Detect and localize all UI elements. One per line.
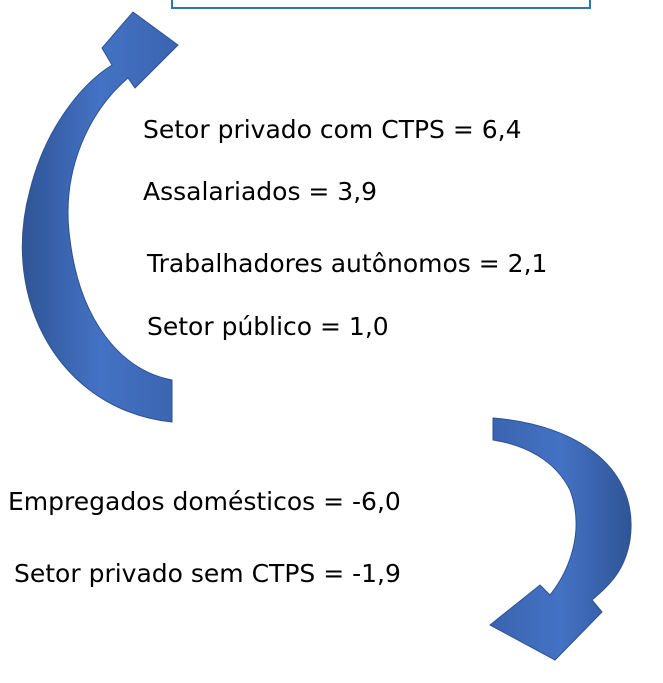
item-text: Empregados domésticos = -6,0: [8, 487, 401, 516]
arrow-up: [21, 11, 179, 423]
item-text: Trabalhadores autônomos = 2,1: [146, 249, 547, 278]
item-text: Setor privado sem CTPS = -1,9: [14, 559, 401, 588]
item-text: Assalariados = 3,9: [143, 177, 377, 206]
top-box: [171, 0, 591, 9]
arrow-down: [489, 417, 632, 661]
item-text: Setor privado com CTPS = 6,4: [143, 115, 522, 144]
item-text: Setor público = 1,0: [147, 312, 389, 341]
